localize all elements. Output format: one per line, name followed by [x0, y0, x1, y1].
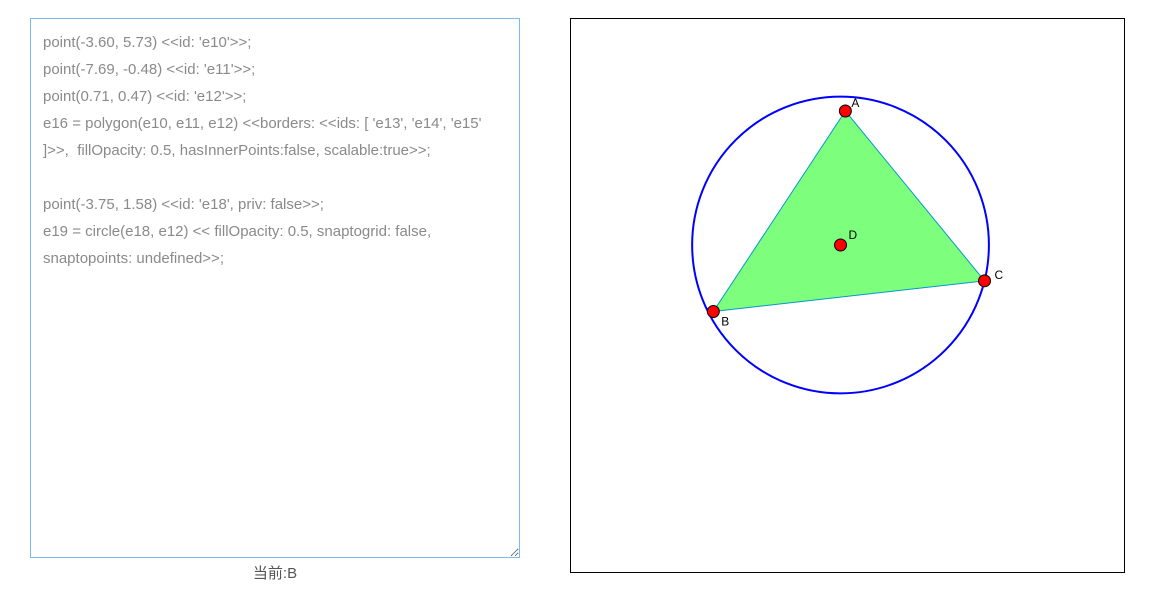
geometry-svg: A B C D — [571, 19, 1124, 572]
polygon-e16[interactable] — [713, 111, 984, 311]
point-A[interactable] — [839, 105, 851, 117]
main-container: point(-3.60, 5.73) <<id: 'e10'>>; point(… — [0, 0, 1165, 601]
point-label-C: C — [994, 268, 1003, 282]
point-label-B: B — [721, 314, 729, 328]
point-C[interactable] — [979, 275, 991, 287]
code-column: point(-3.60, 5.73) <<id: 'e10'>>; point(… — [30, 18, 520, 583]
graph-canvas[interactable]: A B C D — [570, 18, 1125, 573]
code-editor[interactable]: point(-3.60, 5.73) <<id: 'e10'>>; point(… — [30, 18, 520, 558]
point-label-D: D — [848, 228, 857, 242]
point-B[interactable] — [707, 306, 719, 318]
point-D[interactable] — [835, 239, 847, 251]
status-label: 当前:B — [253, 562, 297, 583]
point-label-A: A — [851, 96, 859, 110]
